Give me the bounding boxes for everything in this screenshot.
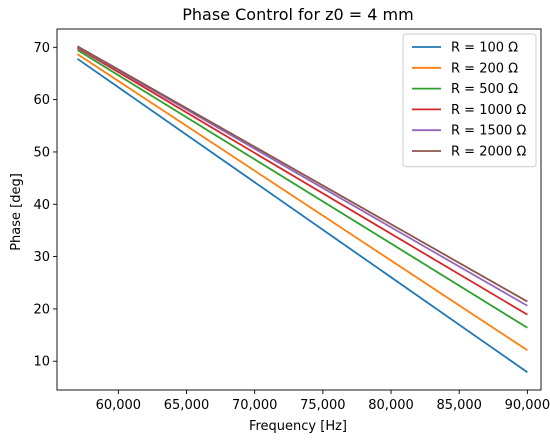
- y-tick-label: 60: [33, 93, 50, 108]
- x-tick-label: 75,000: [300, 398, 346, 413]
- x-tick-label: 65,000: [164, 398, 210, 413]
- series-line-1: [76, 58, 528, 373]
- y-tick-label: 30: [33, 250, 50, 265]
- chart-title: Phase Control for z0 = 4 mm: [182, 5, 413, 24]
- x-tick-label: 85,000: [436, 398, 482, 413]
- plot-area: 60,000 65,000 70,000 75,000 80,000 85,000 90,0…: [33, 28, 550, 413]
- series-line-6: [77, 45, 528, 303]
- series-line-2: [76, 53, 528, 351]
- x-tick-label: 70,000: [232, 398, 278, 413]
- legend-label-2: R = 200 Ω: [451, 61, 518, 76]
- series-line-4: [76, 47, 528, 316]
- x-tick-label: 80,000: [368, 398, 414, 413]
- plot-frame: [56, 28, 542, 391]
- y-tick-label: 50: [33, 145, 50, 160]
- legend-label-6: R = 2000 Ω: [451, 145, 526, 160]
- legend-label-5: R = 1500 Ω: [451, 124, 526, 139]
- x-axis-label: Frequency [Hz]: [249, 419, 347, 434]
- series-line-5: [77, 46, 528, 307]
- y-tick-label: 20: [33, 302, 50, 317]
- x-tick-label: 90,000: [505, 398, 550, 413]
- x-tick-label: 60,000: [96, 398, 142, 413]
- series-line-3: [76, 49, 528, 329]
- y-tick-label: 70: [33, 41, 50, 56]
- legend-label-4: R = 1000 Ω: [451, 103, 526, 118]
- legend-label-3: R = 500 Ω: [451, 82, 518, 97]
- y-axis-label: Phase [deg]: [9, 173, 24, 251]
- legend-label-1: R = 100 Ω: [451, 41, 518, 56]
- y-tick-label: 10: [33, 355, 50, 370]
- y-tick-label: 40: [33, 198, 50, 213]
